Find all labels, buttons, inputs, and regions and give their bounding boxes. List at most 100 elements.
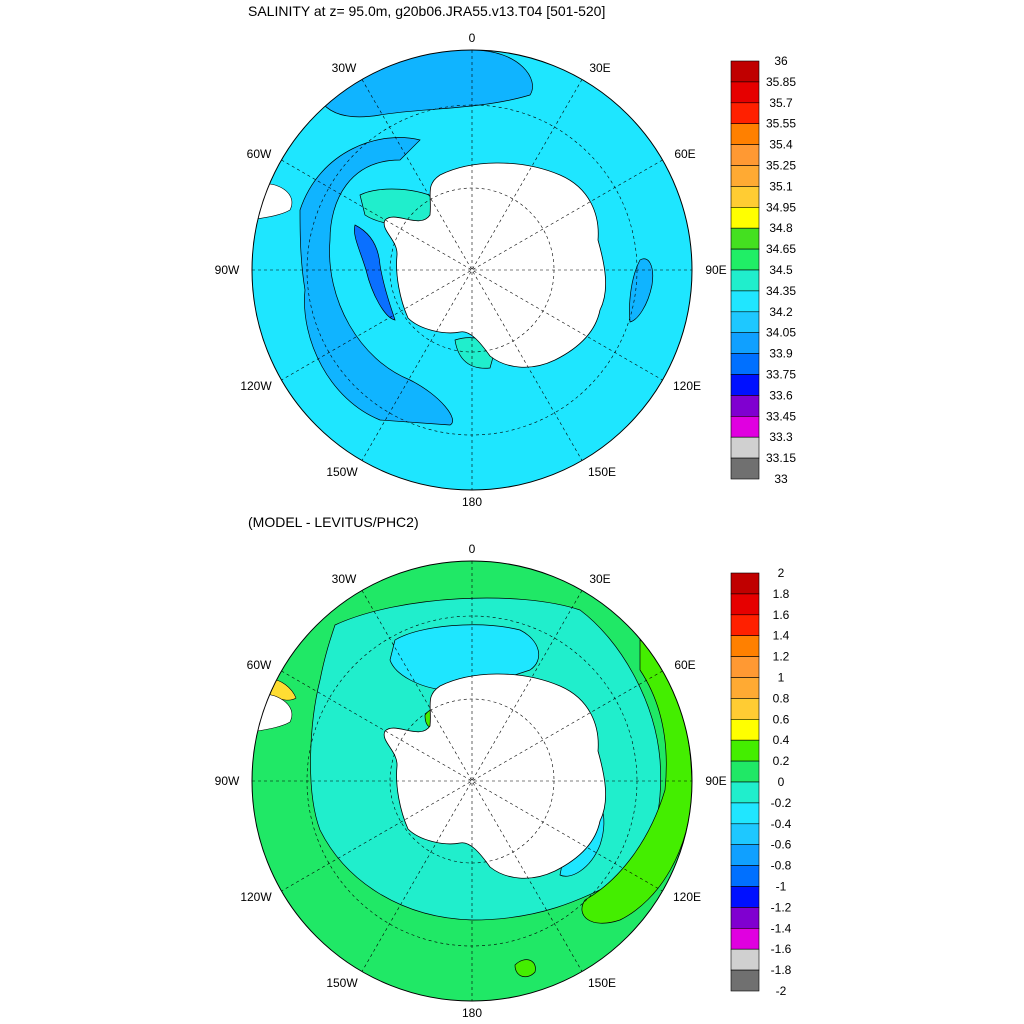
colorbar-label: -1.2 (771, 900, 792, 914)
colorbar-swatch (730, 144, 760, 166)
panel-title: (MODEL - LEVITUS/PHC2) (248, 514, 419, 530)
colorbar-label: 1.8 (773, 587, 790, 601)
salinity-panel: SALINITY at z= 95.0m, g20b06.JRA55.v13.T… (215, 3, 797, 509)
colorbar-label: 1 (778, 671, 785, 685)
east-patch (629, 258, 654, 323)
lon-label-60e: 60E (674, 147, 695, 161)
colorbar-label: -0.4 (771, 817, 792, 831)
colorbar-swatch (730, 656, 760, 678)
colorbar-swatch (730, 248, 760, 271)
colorbar-swatch (730, 593, 760, 616)
colorbar-label: 33.15 (766, 451, 796, 465)
panel-title: SALINITY at z= 95.0m, g20b06.JRA55.v13.T… (248, 3, 605, 19)
colorbar-swatch (730, 290, 760, 313)
colorbar-swatch (730, 614, 760, 636)
fresh-band (299, 137, 453, 426)
colorbar-label: 35.4 (769, 138, 793, 152)
colorbar-label: 33.3 (769, 430, 793, 444)
colorbar-label: 36 (774, 54, 788, 68)
colorbar-label: 34.35 (766, 284, 796, 298)
antarctica-landmass (383, 673, 606, 879)
colorbar-label: 33.9 (769, 347, 793, 361)
colorbar-swatch (730, 802, 760, 825)
colorbar-swatch (730, 415, 760, 438)
lon-label-150w: 150W (326, 976, 358, 990)
colorbar: 2 1.8 1.6 1.4 1.2 1 0.8 0.6 0.4 0.2 0 -0.2 -0.4 -0.6 -… (730, 566, 792, 998)
colorbar-swatch (730, 948, 760, 971)
colorbar-swatch (730, 635, 760, 657)
lon-label-30w: 30W (332, 572, 357, 586)
colorbar-label: 1.6 (773, 608, 790, 622)
colorbar-label: 35.1 (769, 179, 793, 193)
lon-label-120e: 120E (673, 379, 701, 393)
polar-map (252, 50, 692, 490)
colorbar-label: 33.6 (769, 388, 793, 402)
lon-label-150e: 150E (588, 465, 616, 479)
colorbar-swatch (730, 353, 760, 375)
lon-label-90w: 90W (215, 263, 240, 277)
colorbar-swatch (730, 395, 760, 417)
lon-label-150w: 150W (326, 465, 358, 479)
colorbar-label: -0.6 (771, 838, 792, 852)
low-salinity-patch (354, 224, 396, 321)
lon-label-30e: 30E (589, 572, 610, 586)
colorbar-swatch (730, 677, 760, 699)
colorbar-label: 34.2 (769, 305, 793, 319)
lon-label-30w: 30W (332, 61, 357, 75)
colorbar-swatch (730, 886, 760, 908)
colorbar-swatch (730, 311, 760, 333)
colorbar-swatch (730, 718, 760, 741)
colorbar-label: 35.85 (766, 75, 796, 89)
lon-label-180: 180 (462, 495, 482, 509)
colorbar-label: -1 (776, 880, 787, 894)
positive-patch-small (514, 959, 536, 978)
colorbar-swatch (730, 207, 760, 229)
colorbar-label: 33 (774, 472, 788, 486)
longitude-labels: 0 30W 30E 60W 60E 90W 90E 120W 120E 150W… (215, 31, 727, 509)
colorbar-label: 35.7 (769, 96, 793, 110)
lon-label-90e: 90E (705, 774, 726, 788)
colorbar-swatch (730, 760, 760, 783)
colorbar-swatch (730, 781, 760, 804)
lon-label-30e: 30E (589, 61, 610, 75)
colorbar-label: 35.25 (766, 159, 796, 173)
colorbar-swatch (730, 102, 760, 125)
colorbar-label: 34.8 (769, 221, 793, 235)
colorbar-swatch (730, 81, 760, 104)
antarctica-landmass (383, 162, 606, 368)
colorbar-label: 34.95 (766, 200, 796, 214)
map-border (251, 49, 693, 491)
lon-label-180: 180 (462, 1006, 482, 1020)
colorbar-label: 0.6 (773, 712, 790, 726)
colorbar-label: 34.05 (766, 326, 796, 340)
lon-label-120w: 120W (240, 890, 272, 904)
colorbar-swatch (730, 269, 760, 292)
colorbar-swatch (730, 865, 760, 887)
difference-panel: (MODEL - LEVITUS/PHC2) (215, 514, 792, 1020)
graticule (252, 50, 692, 490)
colorbar-label: 35.55 (766, 117, 796, 131)
colorbar-swatch (730, 823, 760, 845)
colorbar-swatch (730, 572, 760, 595)
colorbar-swatch (730, 123, 760, 145)
lon-label-90w: 90W (215, 774, 240, 788)
colorbar-swatch (730, 60, 760, 83)
colorbar-swatch (730, 332, 760, 354)
colorbar-swatch (730, 457, 760, 480)
colorbar-label: 1.4 (773, 629, 790, 643)
colorbar-swatch (730, 844, 760, 866)
lon-label-90e: 90E (705, 263, 726, 277)
colorbar-swatch (730, 698, 760, 720)
lon-label-60w: 60W (247, 147, 272, 161)
colorbar-label: 34.65 (766, 242, 796, 256)
colorbar-swatch (730, 969, 760, 992)
colorbar-label: 0.4 (773, 733, 790, 747)
colorbar: 36 35.85 35.7 35.55 35.4 35.25 35.1 34.95 34.8 34… (730, 54, 796, 486)
colorbar-label: 34.5 (769, 263, 793, 277)
colorbar-swatch (730, 374, 760, 396)
colorbar-label: 0 (778, 775, 785, 789)
lon-label-0: 0 (469, 542, 476, 556)
colorbar-swatch (730, 165, 760, 187)
lon-label-0: 0 (469, 31, 476, 45)
colorbar-label: 0.2 (773, 754, 790, 768)
